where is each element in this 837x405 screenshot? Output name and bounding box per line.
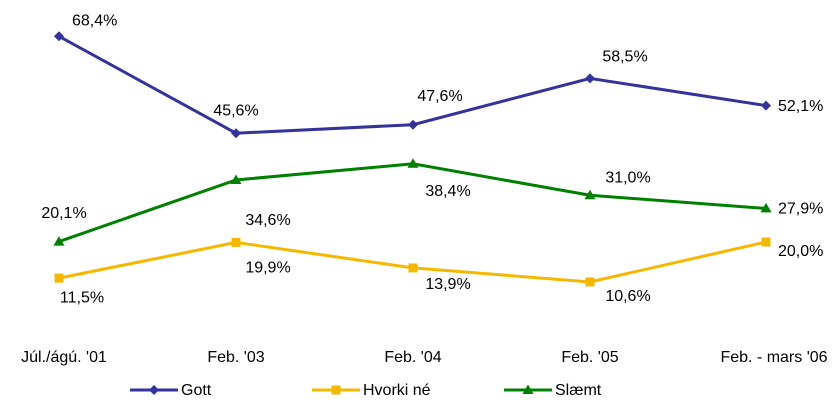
point <box>585 277 595 287</box>
point <box>584 189 596 200</box>
x-tick-label: Feb. - mars '06 <box>720 349 827 366</box>
legend-item: Gott <box>130 382 212 399</box>
legend-label: Gott <box>181 382 212 399</box>
legend-label: Slæmt <box>555 382 602 399</box>
point <box>408 119 418 130</box>
point <box>585 73 595 84</box>
legend-marker <box>149 385 159 395</box>
point <box>54 273 64 283</box>
point <box>53 236 65 246</box>
legend-item: Hvorki né <box>312 382 431 399</box>
data-label: 31,0% <box>605 169 650 186</box>
data-label: 11,5% <box>60 289 104 306</box>
data-label: 20,0% <box>778 243 823 260</box>
x-tick-label: Júl./ágú. '01 <box>21 349 107 366</box>
data-label: 13,9% <box>425 276 470 293</box>
point <box>408 263 418 273</box>
point <box>761 237 771 247</box>
legend-label: Hvorki né <box>363 382 431 399</box>
point <box>230 174 242 184</box>
series-line <box>58 34 767 135</box>
legend-item: Slæmt <box>504 382 602 399</box>
series-line <box>58 162 767 243</box>
point <box>761 100 771 111</box>
data-label: 20,1% <box>41 205 86 222</box>
point <box>231 237 241 247</box>
series-line <box>58 240 767 284</box>
data-label: 19,9% <box>245 260 290 277</box>
data-label: 45,6% <box>213 102 258 119</box>
data-label: 58,5% <box>602 49 647 66</box>
point <box>760 202 772 213</box>
data-label: 34,6% <box>245 212 290 229</box>
point <box>407 158 419 168</box>
lines <box>53 31 772 287</box>
x-tick-label: Feb. '03 <box>207 349 264 366</box>
legend-marker <box>522 384 534 394</box>
data-label: 68,4% <box>72 13 117 30</box>
point <box>54 31 64 42</box>
data-label: 27,9% <box>778 201 823 218</box>
legend-marker <box>331 385 341 395</box>
x-tick-label: Feb. '05 <box>561 349 618 366</box>
data-label: 52,1% <box>778 98 823 115</box>
labels: 68,4% 45,6% 47,6% 58,5% 52,1% 11,5% 19,9% 13,9%… <box>38 10 826 310</box>
point <box>231 128 241 139</box>
data-label: 38,4% <box>425 183 470 200</box>
data-label: 47,6% <box>417 88 462 105</box>
data-label: 10,6% <box>605 288 650 305</box>
x-tick-label: Feb. '04 <box>384 349 441 366</box>
